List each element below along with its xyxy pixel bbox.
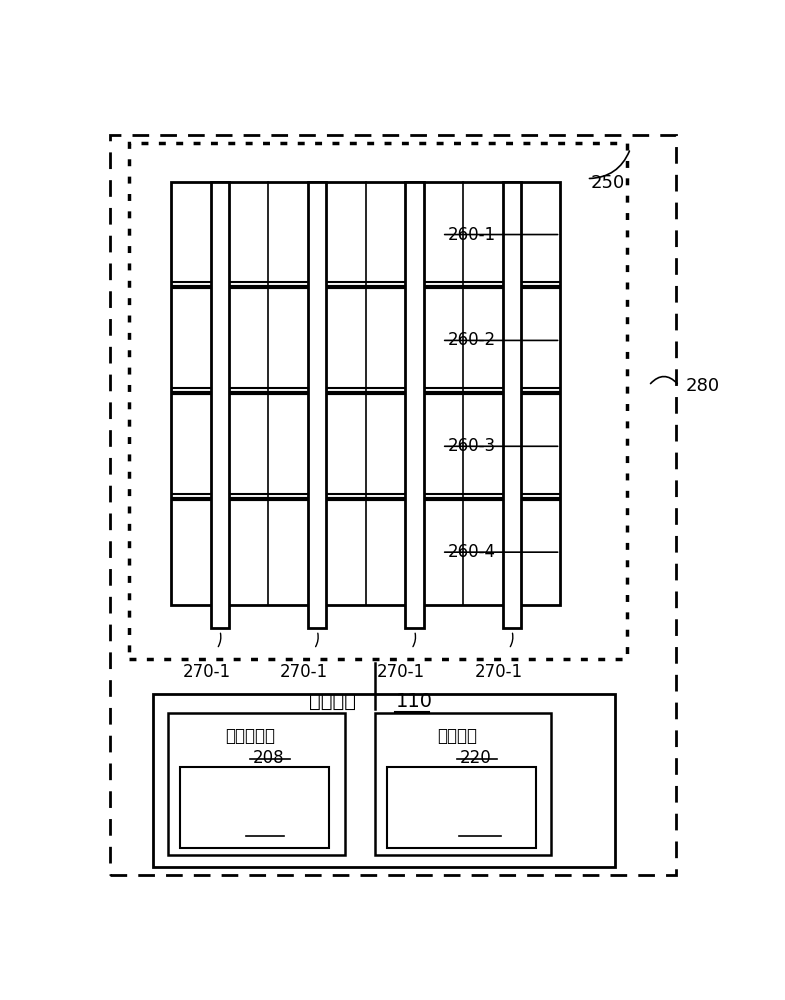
- FancyBboxPatch shape: [168, 713, 345, 855]
- FancyBboxPatch shape: [210, 182, 229, 628]
- Text: 电路: 电路: [451, 798, 472, 816]
- FancyBboxPatch shape: [502, 182, 521, 628]
- Text: 260-4: 260-4: [448, 543, 496, 561]
- Text: 221: 221: [464, 817, 496, 835]
- Text: 260-1: 260-1: [448, 226, 496, 244]
- Text: 280: 280: [685, 377, 719, 395]
- Text: 204: 204: [248, 817, 279, 835]
- Text: 传感器模块: 传感器模块: [225, 727, 276, 745]
- FancyBboxPatch shape: [375, 713, 551, 855]
- FancyBboxPatch shape: [153, 694, 615, 867]
- Text: 220: 220: [459, 749, 491, 767]
- FancyBboxPatch shape: [308, 182, 327, 628]
- Text: 270-1: 270-1: [182, 663, 231, 681]
- Text: 208: 208: [253, 749, 284, 767]
- FancyBboxPatch shape: [181, 767, 330, 848]
- Text: 传感器: 传感器: [239, 781, 270, 799]
- Text: 270-1: 270-1: [474, 663, 523, 681]
- Text: 电路: 电路: [245, 798, 265, 816]
- FancyBboxPatch shape: [171, 182, 560, 605]
- Text: 260-2: 260-2: [448, 331, 496, 349]
- Text: 250: 250: [591, 174, 625, 192]
- FancyBboxPatch shape: [387, 767, 536, 848]
- Text: 270-1: 270-1: [279, 663, 328, 681]
- Text: 270-1: 270-1: [377, 663, 425, 681]
- FancyBboxPatch shape: [110, 135, 676, 875]
- Text: 260-3: 260-3: [448, 437, 496, 455]
- Text: 110: 110: [396, 692, 433, 711]
- FancyBboxPatch shape: [129, 143, 627, 659]
- Text: 处理系统: 处理系统: [309, 692, 356, 711]
- Text: 处理器: 处理器: [447, 781, 476, 799]
- FancyBboxPatch shape: [405, 182, 424, 628]
- Text: 确定模块: 确定模块: [437, 727, 477, 745]
